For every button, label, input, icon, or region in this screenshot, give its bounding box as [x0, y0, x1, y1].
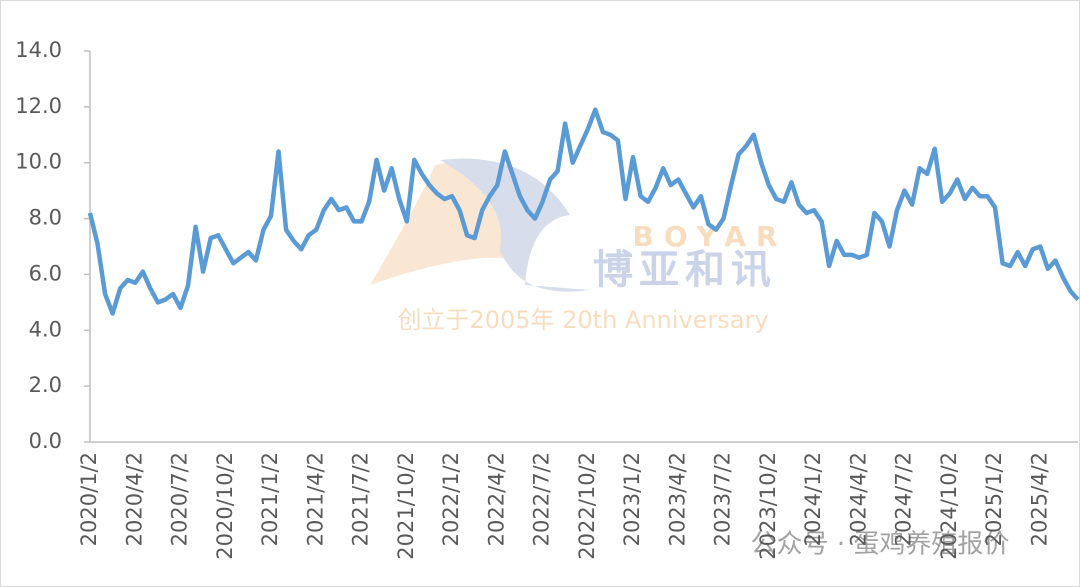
x-tick-label: 2021/10/2: [394, 452, 418, 560]
x-tick-label: 2023/4/2: [665, 452, 689, 546]
watermark-tagline: 创立于2005年 20th Anniversary: [397, 306, 768, 334]
x-tick-label: 2024/7/2: [892, 452, 916, 546]
x-tick-label: 2023/10/2: [756, 452, 780, 560]
y-tick-label: 4.0: [29, 317, 62, 341]
x-tick-label: 2025/4/2: [1027, 452, 1051, 546]
x-tick-label: 2024/1/2: [801, 452, 825, 546]
x-tick-label: 2021/7/2: [349, 452, 373, 546]
x-tick-label: 2022/7/2: [530, 452, 554, 546]
y-tick-label: 14.0: [15, 38, 62, 62]
x-tick-label: 2022/4/2: [484, 452, 508, 546]
x-tick-label: 2024/4/2: [846, 452, 870, 546]
y-tick-label: 0.0: [29, 429, 62, 453]
x-tick-label: 2023/7/2: [711, 452, 735, 546]
logo-shape: [440, 158, 590, 292]
x-tick-label: 2024/10/2: [937, 452, 961, 560]
x-tick-label: 2023/1/2: [620, 452, 644, 546]
watermark-brand: BOYAR: [633, 220, 788, 253]
x-tick-label: 2021/1/2: [258, 452, 282, 546]
x-tick-label: 2020/10/2: [213, 452, 237, 560]
x-tick-label: 2020/1/2: [77, 452, 101, 546]
data-line: [87, 107, 1080, 316]
y-tick-label: 10.0: [15, 150, 62, 174]
account-watermark: 公众号 · 蛋鸡养殖报价: [751, 530, 1010, 560]
x-tick-label: 2020/4/2: [122, 452, 146, 546]
x-tick-label: 2020/7/2: [168, 452, 192, 546]
y-tick-label: 12.0: [15, 94, 62, 118]
x-tick-label: 2022/1/2: [439, 452, 463, 546]
y-tick-label: 8.0: [29, 206, 62, 230]
watermark-name: 博亚和讯: [593, 247, 777, 293]
y-tick-label: 2.0: [29, 373, 62, 397]
x-tick-label: 2022/10/2: [575, 452, 599, 560]
x-tick-label: 2025/1/2: [982, 452, 1006, 546]
x-tick-label: 2021/4/2: [303, 452, 327, 546]
y-tick-label: 6.0: [29, 261, 62, 285]
